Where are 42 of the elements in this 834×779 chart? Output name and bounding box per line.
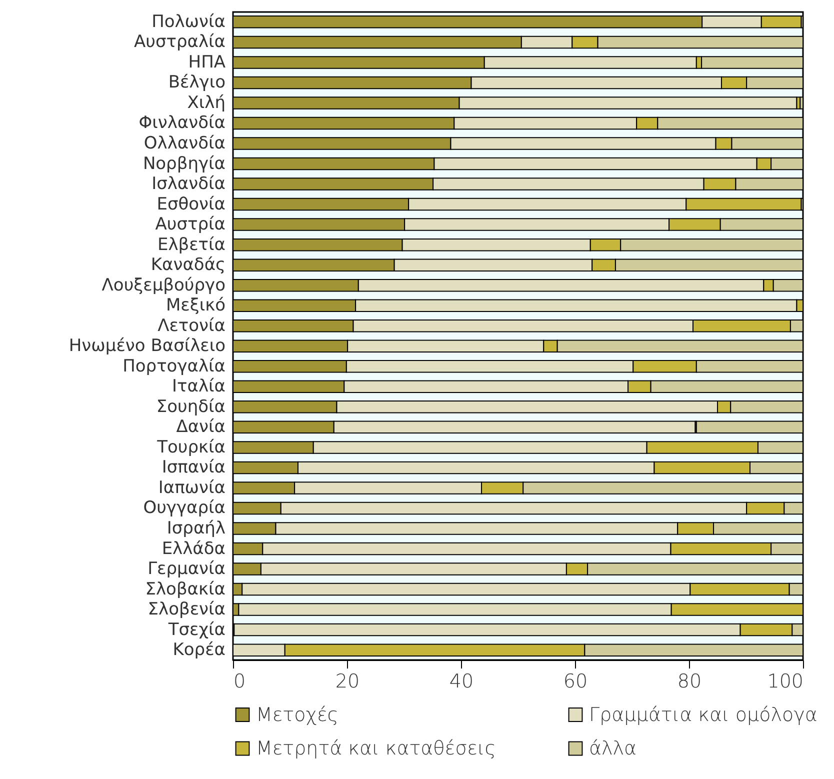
- y-tick-label: Λουξεμβούργο: [102, 275, 226, 296]
- y-tick-label: Τουρκία: [156, 437, 226, 458]
- y-tick-label: Τσεχία: [167, 620, 226, 640]
- y-tick-label: Ελβετία: [157, 234, 226, 255]
- y-tick-label: Νορβηγία: [142, 154, 226, 174]
- y-tick-label: ΗΠΑ: [188, 52, 226, 72]
- y-tick-label: Σουηδία: [156, 396, 226, 417]
- y-tick-label: Κορέα: [172, 640, 226, 660]
- y-tick-label: Φινλανδία: [138, 113, 226, 134]
- y-tick-label: Αυστρία: [155, 214, 226, 235]
- y-tick-label: Σλοβακία: [145, 579, 226, 600]
- y-tick-label: Αυστραλία: [134, 32, 226, 52]
- y-tick-label: Καναδάς: [150, 255, 226, 276]
- y-tick-label: Γερμανία: [148, 559, 226, 580]
- y-tick-label: Ιαπωνία: [158, 478, 226, 498]
- legend-label: Μετοχές: [256, 704, 338, 726]
- y-tick-label: Εσθονία: [156, 194, 226, 214]
- y-tick-label: Ιταλία: [172, 376, 226, 397]
- y-tick-label: Σλοβενία: [148, 600, 226, 620]
- y-tick-label: Λετονία: [158, 316, 226, 336]
- y-tick-label: Πορτογαλία: [122, 356, 226, 376]
- y-tick-label: Μεξικό: [166, 296, 226, 316]
- x-tick-label: 0: [234, 670, 246, 692]
- y-tick-label: Δανία: [176, 417, 226, 438]
- legend-label: άλλα: [589, 738, 637, 760]
- y-tick-label: Ελλάδα: [162, 538, 226, 559]
- y-tick-label: Βέλγιο: [168, 72, 226, 93]
- y-tick-label: Ηνωμένο Βασίλειο: [68, 336, 226, 356]
- legend-label: Μετρητά και καταθέσεις: [256, 738, 496, 760]
- y-tick-label: Ισλανδία: [152, 174, 226, 194]
- y-tick-label: Ολλανδία: [144, 134, 226, 154]
- x-tick-label: 60: [563, 670, 588, 692]
- y-tick-label: Πολωνία: [152, 12, 226, 32]
- y-tick-label: Ουγγαρία: [143, 498, 226, 518]
- y-tick-label: Ισπανία: [162, 458, 226, 478]
- x-tick-label: 80: [677, 670, 702, 692]
- x-tick-label: 40: [449, 670, 474, 692]
- x-tick-label: 20: [335, 670, 360, 692]
- y-tick-label: Ισραήλ: [166, 518, 226, 538]
- x-tick-label: 100: [767, 670, 804, 692]
- y-tick-label: Χιλή: [187, 92, 226, 113]
- legend-label: Γραμμάτια και ομόλογα: [589, 704, 818, 726]
